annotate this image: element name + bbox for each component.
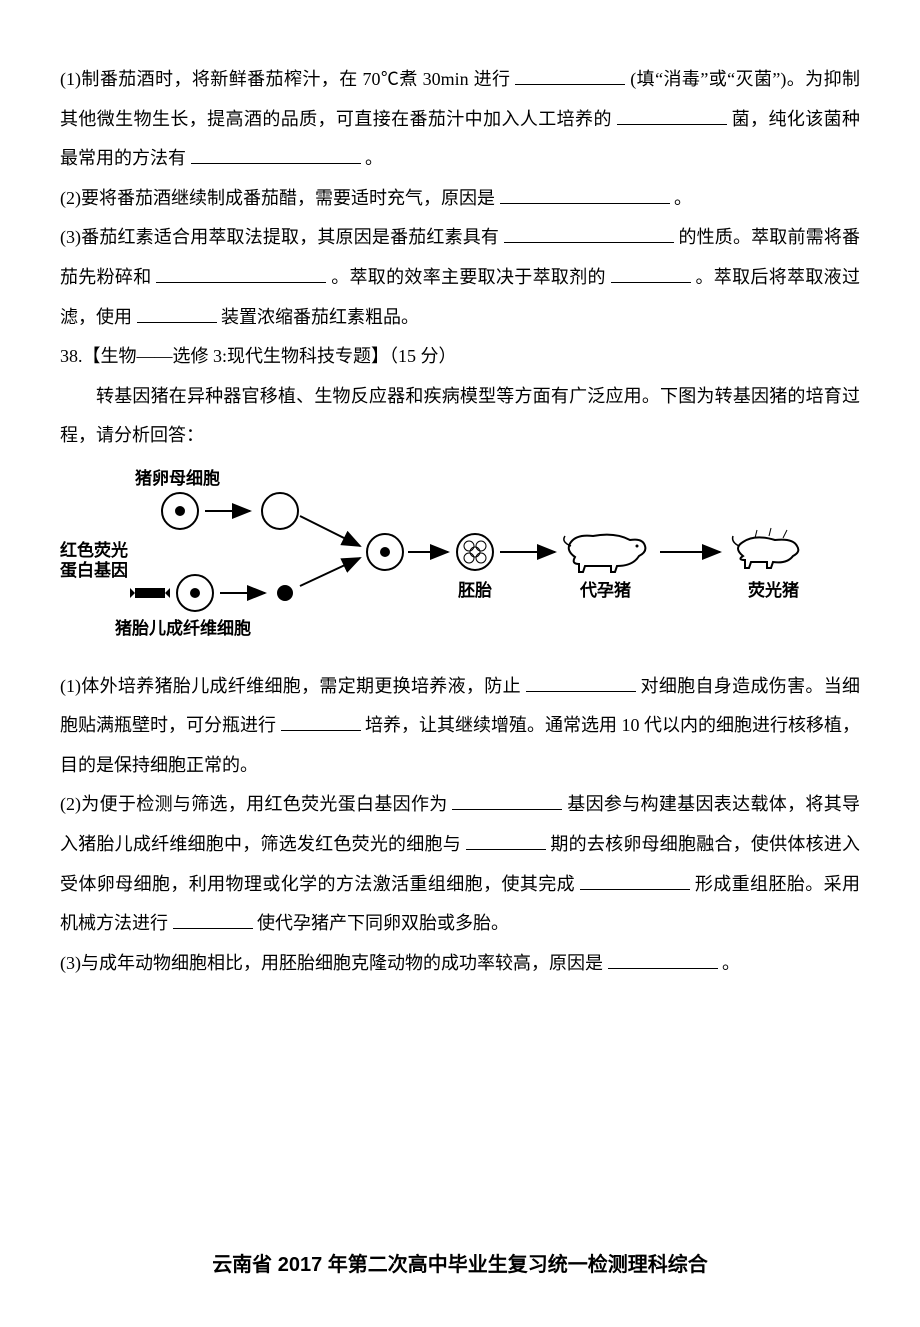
blank: [173, 910, 253, 929]
q38-p2: (2)为便于检测与筛选，用红色荧光蛋白基因作为 基因参与构建基因表达载体，将其导…: [60, 785, 860, 943]
q38-p2-a: (2)为便于检测与筛选，用红色荧光蛋白基因作为: [60, 794, 448, 814]
embryo-icon: [457, 534, 493, 570]
q38-p1-a: (1)体外培养猪胎儿成纤维细胞，需定期更换培养液，防止: [60, 676, 521, 696]
q38-p3: (3)与成年动物细胞相比，用胚胎细胞克隆动物的成功率较高，原因是 。: [60, 944, 860, 984]
q37-p3-e: 装置浓缩番茄红素粗品。: [221, 307, 419, 327]
nucleus-icon: [175, 506, 185, 516]
q37-p1: (1)制番茄酒时，将新鲜番茄榨汁，在 70℃煮 30min 进行 (填“消毒”或…: [60, 60, 860, 179]
blank: [466, 831, 546, 850]
q37-p2-b: 。: [674, 188, 692, 208]
nucleus-icon: [380, 547, 390, 557]
blank: [191, 145, 361, 164]
enucleated-oocyte-icon: [262, 493, 298, 529]
q38-p3-a: (3)与成年动物细胞相比，用胚胎细胞克隆动物的成功率较高，原因是: [60, 953, 603, 973]
arrow-icon: [300, 558, 360, 586]
blank: [504, 224, 674, 243]
blank: [137, 304, 217, 323]
blank: [156, 264, 326, 283]
page-footer-title: 云南省 2017 年第二次高中毕业生复习统一检测理科综合: [60, 1243, 860, 1287]
q37-p3-a: (3)番茄红素适合用萃取法提取，其原因是番茄红素具有: [60, 227, 499, 247]
arrow-icon: [300, 516, 360, 546]
q37-p1-d: 。: [365, 148, 383, 168]
q37-p2: (2)要将番茄酒继续制成番茄醋，需要适时充气，原因是 。: [60, 179, 860, 219]
gene-cassette-icon: [130, 588, 170, 598]
blank: [526, 673, 636, 692]
blank: [580, 871, 690, 890]
fluorescent-pig-icon: [733, 528, 799, 568]
blank: [608, 950, 718, 969]
q38-p3-b: 。: [722, 953, 740, 973]
label-fibroblast: 猪胎儿成纤维细胞: [115, 618, 251, 638]
q37-p1-a: (1)制番茄酒时，将新鲜番茄榨汁，在 70℃煮 30min 进行: [60, 69, 510, 89]
blank: [617, 106, 727, 125]
blank: [500, 185, 670, 204]
label-surrogate: 代孕猪: [579, 580, 631, 600]
donor-nucleus-icon: [277, 585, 293, 601]
q37-p3-c: 。萃取的效率主要取决于萃取剂的: [331, 267, 606, 287]
q38-intro: 转基因猪在异种器官移植、生物反应器和疾病模型等方面有广泛应用。下图为转基因猪的培…: [60, 377, 860, 456]
blank: [611, 264, 691, 283]
q38-p1: (1)体外培养猪胎儿成纤维细胞，需定期更换培养液，防止 对细胞自身造成伤害。当细…: [60, 667, 860, 786]
q38-p2-e: 使代孕猪产下同卵双胎或多胎。: [257, 913, 509, 933]
label-rfp2: 蛋白基因: [60, 560, 128, 580]
transgenic-pig-diagram: 猪卵母细胞 红色荧光 蛋白基因 猪胎儿成纤维细胞 胚胎: [60, 466, 860, 661]
label-fluorescent: 荧光猪: [748, 580, 799, 600]
surrogate-pig-icon: [564, 535, 646, 572]
nucleus-icon: [190, 588, 200, 598]
label-oocyte: 猪卵母细胞: [135, 468, 220, 488]
label-embryo: 胚胎: [458, 580, 492, 600]
blank: [281, 712, 361, 731]
blank: [452, 791, 562, 810]
label-rfp1: 红色荧光: [60, 540, 128, 560]
q37-p2-a: (2)要将番茄酒继续制成番茄醋，需要适时充气，原因是: [60, 188, 495, 208]
q38-title: 38.【生物——选修 3:现代生物科技专题】（15 分）: [60, 337, 860, 377]
blank: [515, 66, 625, 85]
q37-p3: (3)番茄红素适合用萃取法提取，其原因是番茄红素具有 的性质。萃取前需将番茄先粉…: [60, 218, 860, 337]
